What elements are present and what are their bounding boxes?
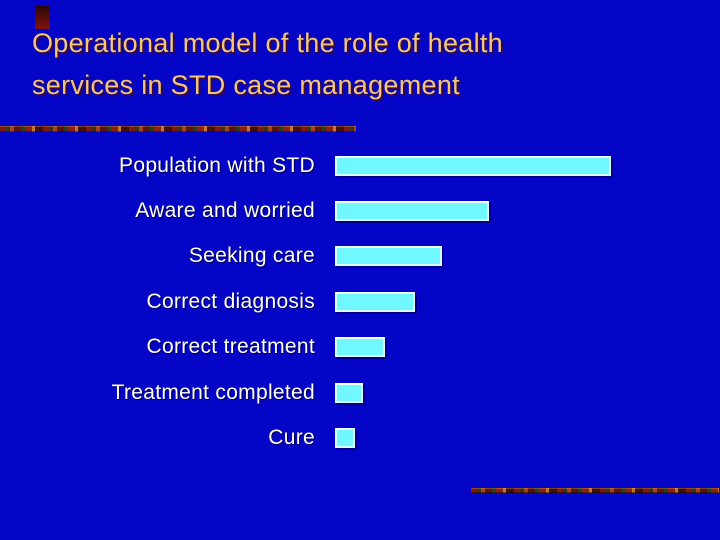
chart-row: Correct treatment [0,325,720,370]
bar [335,337,385,358]
chart-row: Population with STD [0,143,720,188]
bar-chart: Population with STD Aware and worried Seek… [0,143,720,461]
bar [335,382,363,403]
bar-label: Aware and worried [135,199,315,223]
bar-track [335,337,615,358]
bar-track [335,155,615,176]
bar [335,246,442,267]
bar-track [335,201,615,222]
bar-label: Cure [268,426,315,450]
bar [335,428,355,449]
decorative-divider-bottom [471,488,719,493]
bar-label: Treatment completed [111,380,315,404]
bar-track [335,291,615,312]
page-title: Operational model of the role of health … [32,22,692,106]
bar-label: Correct treatment [146,335,315,359]
bar-track [335,382,615,403]
bar [335,291,415,312]
chart-row: Cure [0,415,720,460]
chart-row: Seeking care [0,234,720,279]
decorative-divider-top [0,126,356,132]
bar-track [335,428,615,449]
chart-row: Correct diagnosis [0,279,720,324]
page-title-line1: Operational model of the role of health [32,28,503,58]
page-title-line2: services in STD case management [32,70,460,100]
bar [335,201,489,222]
bar [335,155,611,176]
accent-rectangle [35,6,50,29]
bar-label: Population with STD [119,153,315,177]
chart-row: Aware and worried [0,188,720,233]
bar-label: Correct diagnosis [146,289,315,313]
chart-row: Treatment completed [0,370,720,415]
bar-label: Seeking care [188,244,315,268]
bar-track [335,246,615,267]
